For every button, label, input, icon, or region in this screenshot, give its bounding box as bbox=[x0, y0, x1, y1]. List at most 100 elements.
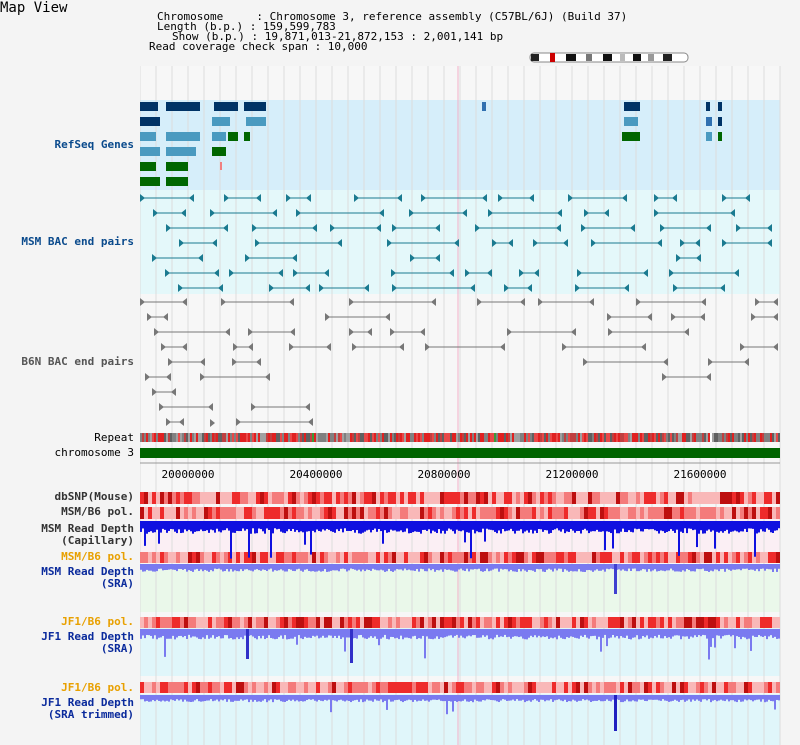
msm-b6-pol-cell bbox=[316, 507, 320, 519]
jf1-depth-sra-bar bbox=[400, 629, 402, 636]
jf1-b6-pol-cell-2 bbox=[612, 682, 616, 693]
jf1-depth-sra-bar bbox=[566, 629, 568, 638]
jf1-b6-pol-cell-2 bbox=[184, 682, 188, 693]
msm-depth-capillary-bar bbox=[726, 521, 728, 530]
jf1-depth-sra-bar bbox=[626, 629, 628, 636]
jf1-depth-trimmed-bar bbox=[424, 695, 426, 701]
jf1-depth-sra-bar bbox=[702, 629, 704, 635]
msm-depth-sra-bar bbox=[486, 564, 488, 569]
jf1-depth-trimmed-bar bbox=[524, 695, 526, 703]
msm-depth-capillary-bar bbox=[350, 521, 352, 532]
jf1-depth-sra-bar bbox=[406, 629, 408, 638]
jf1-depth-sra-bar bbox=[468, 629, 470, 636]
genome-track-panel[interactable]: 20000000 20400000 20800000 21200000 21600000 bbox=[140, 66, 784, 745]
msm-depth-sra-bar bbox=[342, 564, 344, 569]
jf1-depth-sra-bar bbox=[192, 629, 194, 637]
msm-b6-pol-cell bbox=[524, 507, 528, 519]
msm-depth-sra-bar bbox=[628, 564, 630, 569]
dbsnp-cell bbox=[552, 492, 556, 504]
msm-depth-capillary-bar bbox=[648, 521, 650, 530]
jf1-b6-pol-cell-2 bbox=[760, 682, 764, 693]
msm-depth-capillary-bar bbox=[586, 521, 588, 531]
dbsnp-cell bbox=[644, 492, 648, 504]
msm-depth-capillary-bar bbox=[468, 521, 470, 533]
msm-depth-capillary-bar bbox=[416, 521, 418, 532]
jf1-b6-pol-cell-2 bbox=[288, 682, 292, 693]
msm-b6-pol-cell bbox=[644, 507, 648, 519]
dbsnp-cell bbox=[140, 492, 144, 504]
msm-depth-capillary-bar bbox=[612, 521, 614, 549]
msm-depth-sra-bar bbox=[444, 564, 446, 570]
msm-depth-sra-bar bbox=[158, 564, 160, 569]
read-depth-tracks bbox=[140, 521, 780, 731]
msm-depth-capillary-bar bbox=[352, 521, 354, 531]
jf1-b6-pol-cell bbox=[700, 617, 704, 628]
msm-depth-capillary-bar bbox=[444, 521, 446, 534]
jf1-depth-sra-bar bbox=[332, 629, 334, 638]
jf1-depth-trimmed-bar bbox=[536, 695, 538, 701]
dbsnp-cell bbox=[736, 492, 740, 504]
msm-depth-sra-bar bbox=[140, 564, 142, 570]
dbsnp-cell bbox=[320, 492, 324, 504]
msm-depth-sra-bar bbox=[544, 564, 546, 572]
msm-b6-pol-cell-2 bbox=[776, 552, 780, 563]
jf1-depth-sra-bar bbox=[286, 629, 288, 640]
dbsnp-cell bbox=[744, 492, 748, 504]
dbsnp-cell bbox=[312, 492, 316, 504]
msm-depth-capillary-bar bbox=[368, 521, 370, 530]
jf1-b6-pol-cell-2 bbox=[292, 682, 296, 693]
jf1-depth-trimmed-bar bbox=[286, 695, 288, 701]
chromosome-ideogram[interactable] bbox=[528, 51, 690, 65]
jf1-b6-pol-cell bbox=[172, 617, 176, 628]
msm-depth-sra-bar bbox=[466, 564, 468, 569]
jf1-b6-pol-label: JF1/B6 pol. bbox=[61, 615, 134, 628]
jf1-b6-pol-cell-2 bbox=[284, 682, 288, 693]
msm-depth-sra-bar bbox=[196, 564, 198, 569]
jf1-b6-pol-cell bbox=[328, 617, 332, 628]
jf1-b6-pol-cell-2 bbox=[640, 682, 644, 693]
msm-depth-sra-bar bbox=[202, 564, 204, 572]
jf1-b6-pol-cell bbox=[388, 617, 392, 628]
msm-depth-sra-bar bbox=[644, 564, 646, 570]
jf1-b6-pol-cell bbox=[344, 617, 348, 628]
msm-b6-pol-cell bbox=[152, 507, 156, 519]
jf1-b6-pol-cell bbox=[712, 617, 716, 628]
jf1-depth-trimmed-bar bbox=[244, 695, 246, 700]
msm-b6-pol-cell-2 bbox=[156, 552, 160, 563]
msm-depth-capillary-bar bbox=[666, 521, 668, 532]
msm-depth-capillary-bar bbox=[680, 521, 682, 532]
msm-depth-capillary-bar bbox=[474, 521, 476, 534]
msm-depth-capillary-bar bbox=[186, 521, 188, 532]
msm-b6-pol-cell bbox=[716, 507, 720, 519]
msm-depth-sra-bar bbox=[154, 564, 156, 572]
jf1-depth-trimmed-bar bbox=[280, 695, 282, 702]
msm-depth-sra-bar bbox=[592, 564, 594, 572]
msm-b6-pol-cell-2 bbox=[308, 552, 312, 563]
gene-feature bbox=[140, 117, 160, 126]
msm-b6-pol-cell-2 bbox=[376, 552, 380, 563]
msm-depth-sra-bar bbox=[352, 564, 354, 570]
msm-depth-capillary-bar bbox=[660, 521, 662, 531]
jf1-b6-pol-cell-2 bbox=[764, 682, 768, 693]
msm-depth-sra-bar bbox=[436, 564, 438, 571]
msm-b6-pol-cell-2 bbox=[504, 552, 508, 563]
msm-b6-pol-cell bbox=[332, 507, 336, 519]
msm-b6-pol-cell bbox=[736, 507, 740, 519]
jf1-depth-sra-bar bbox=[726, 629, 728, 636]
jf1-depth-sra-bar bbox=[268, 629, 270, 636]
jf1-depth-sra-bar bbox=[522, 629, 524, 639]
jf1-depth-sra-bar bbox=[500, 629, 502, 637]
msm-b6-pol-cell bbox=[336, 507, 340, 519]
jf1-b6-pol-cell-2 bbox=[228, 682, 232, 693]
msm-b6-pol-cell bbox=[528, 507, 532, 519]
dbsnp-cell bbox=[688, 492, 692, 504]
jf1-b6-pol-cell bbox=[176, 617, 180, 628]
msm-b6-pol-cell bbox=[208, 507, 212, 519]
msm-depth-sra-bar bbox=[566, 564, 568, 571]
dbsnp-cell bbox=[728, 492, 732, 504]
msm-depth-capillary-bar bbox=[526, 521, 528, 531]
msm-depth-capillary-bar bbox=[484, 521, 486, 542]
msm-depth-capillary-bar bbox=[262, 521, 264, 532]
jf1-b6-pol-cell-2 bbox=[368, 682, 372, 693]
jf1-depth-sra-bar bbox=[556, 629, 558, 640]
